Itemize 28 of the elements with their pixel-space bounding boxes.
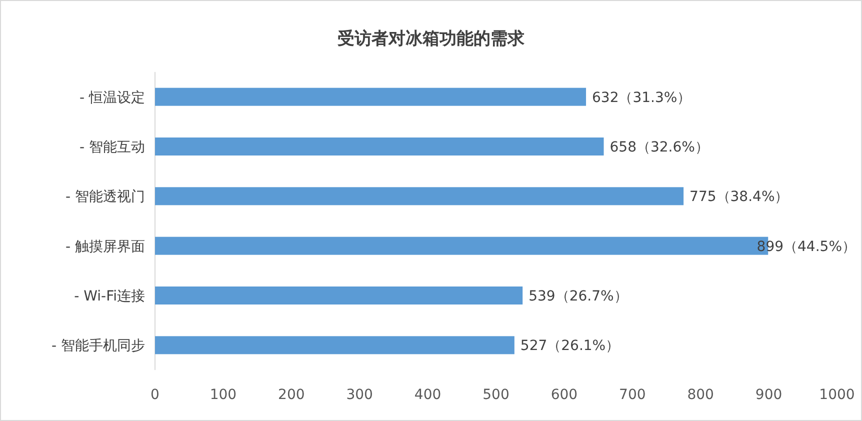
chart-title: 受访者对冰箱功能的需求 — [338, 29, 526, 49]
bar — [155, 187, 684, 206]
bar — [155, 88, 586, 106]
y-tick-label: - 恒温设定 — [79, 90, 145, 106]
data-label: 775（38.4%） — [690, 189, 789, 206]
y-tick-label: - 触摸屏界面 — [65, 238, 145, 255]
y-tick-label: - 智能互动 — [79, 140, 145, 156]
x-tick-label: 1000 — [819, 387, 855, 403]
x-tick-label: 900 — [755, 387, 782, 403]
y-tick-label: - 智能透视门 — [65, 189, 145, 206]
x-tick-label: 0 — [150, 387, 160, 403]
data-label: 632（31.3%） — [592, 90, 692, 106]
bar — [155, 286, 523, 304]
data-label: 527（26.1%） — [520, 338, 620, 354]
bar — [155, 336, 514, 354]
bar — [155, 138, 604, 156]
data-label: 539（26.7%） — [528, 288, 628, 304]
x-tick-label: 800 — [687, 387, 714, 403]
y-tick-label: - Wi-Fi连接 — [74, 288, 145, 304]
x-tick-label: 200 — [278, 387, 305, 403]
x-tick-label: 300 — [346, 387, 373, 403]
x-tick-label: 700 — [619, 387, 646, 403]
y-tick-label: - 智能手机同步 — [51, 338, 145, 354]
x-tick-label: 100 — [210, 387, 237, 403]
x-tick-label: 400 — [414, 387, 442, 403]
x-tick-label: 500 — [482, 387, 510, 403]
x-tick-label: 600 — [550, 387, 578, 403]
data-label: 658（32.6%） — [610, 140, 709, 156]
